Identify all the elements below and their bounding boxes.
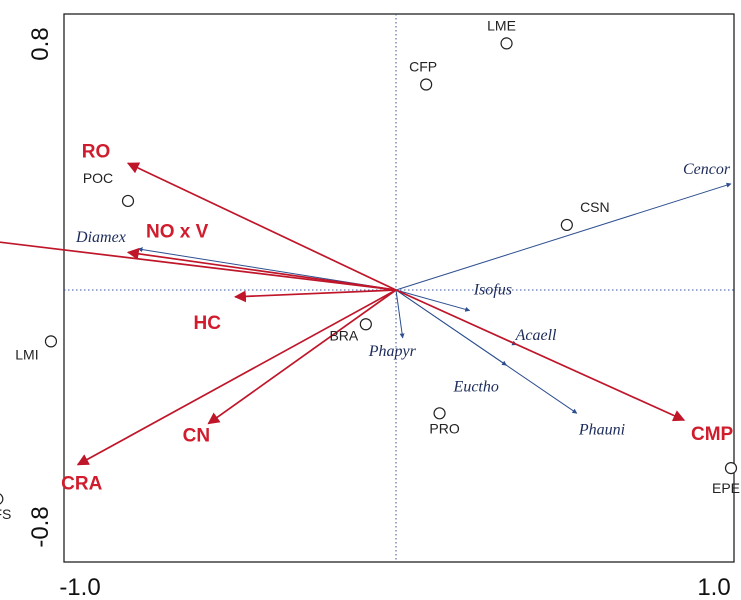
species-label-phauni: Phauni [578,421,625,438]
site-label-cfp: CFP [409,59,437,75]
env-vector-ro [126,162,397,291]
site-point-lme [500,37,513,50]
site-point-poc [121,194,135,208]
env-label-cra: CRA [61,474,102,495]
species-label-cencor: Cencor [683,161,731,178]
species-label-diamex: Diamex [75,229,126,246]
site-point-pro [433,407,446,420]
x-tick-label-min: -1.0 [59,574,100,600]
site-points: LME CFP POC CSN BRA LMI PRO EPE CFS [0,17,740,522]
env-label-hc: HC [193,313,221,334]
species-label-euctho: Euctho [453,378,499,395]
site-point-epe [724,462,738,475]
site-label-cfs: CFS [0,506,11,522]
site-point-csn [560,218,573,232]
species-vector-phapyr [395,289,405,339]
env-vector-cn [207,289,397,425]
env-vector-hc [234,289,397,303]
species-label-acaell: Acaell [515,327,557,344]
species-vector-isofus [395,289,471,312]
species-vectors: Cencor Diamex Isofus Acaell Euctho Phauni Phap… [75,161,732,438]
env-vector-no-x-v [126,247,397,291]
env-label-ro: RO [82,141,111,162]
site-label-csn: CSN [580,199,610,215]
site-point-cfp [420,78,433,91]
env-vector-ct [0,241,397,291]
site-point-cfs [0,493,4,505]
species-vector-cencor [395,182,732,291]
site-label-bra: BRA [329,327,358,343]
env-vector-cmp [395,289,686,422]
site-label-lmi: LMI [15,346,38,362]
site-label-poc: POC [83,170,113,186]
species-label-phapyr: Phapyr [368,343,417,360]
plot-frame [63,13,735,563]
site-label-pro: PRO [429,420,459,436]
y-tick-label-max: 0.8 [27,27,54,60]
site-label-epe: EPE [712,480,740,496]
env-label-cn: CN [183,426,210,447]
species-label-isofus: Isofus [473,282,512,299]
env-label-no-x-v: NO x V [146,221,209,242]
site-label-lme: LME [487,17,516,33]
x-tick-label-max: 1.0 [697,574,730,600]
env-label-cmp: CMP [691,424,734,445]
env-vector-cra [76,289,397,466]
site-point-lmi [44,335,58,348]
y-tick-label-min: -0.8 [27,506,54,547]
site-point-bra [359,318,372,331]
species-vector-phauni [395,289,578,414]
